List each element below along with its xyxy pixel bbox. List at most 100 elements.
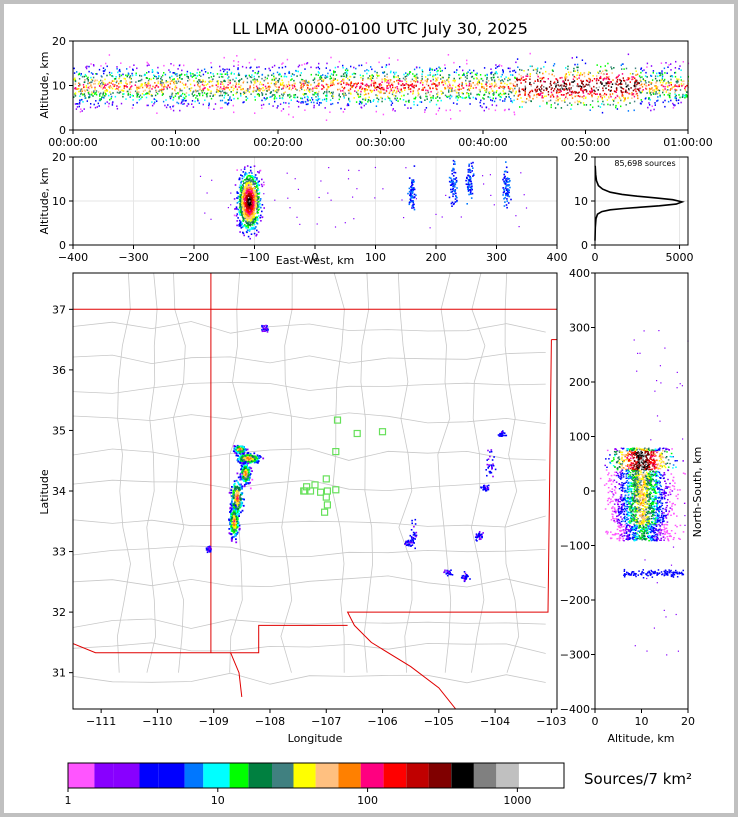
density-cell <box>249 455 252 458</box>
density-cell <box>174 73 177 76</box>
density-cell <box>563 94 565 96</box>
density-cell <box>309 91 311 93</box>
density-cell <box>419 95 422 98</box>
density-cell <box>470 197 473 199</box>
density-cell <box>235 92 237 95</box>
density-cell <box>260 183 263 186</box>
density-cell <box>307 84 309 87</box>
density-cell <box>186 70 189 73</box>
ytick-label: 10 <box>52 195 66 208</box>
density-cell <box>465 84 468 87</box>
density-cell <box>319 102 321 104</box>
density-cell <box>216 86 218 88</box>
density-cell <box>312 87 314 90</box>
density-cell <box>580 72 582 74</box>
density-cell <box>286 85 289 88</box>
density-cell <box>628 85 630 87</box>
density-cell <box>243 92 246 94</box>
density-cell <box>217 89 220 92</box>
density-cell <box>253 86 255 89</box>
density-cell <box>254 176 256 179</box>
density-cell <box>536 85 539 88</box>
density-cell <box>243 210 245 213</box>
density-cell <box>543 66 545 68</box>
altitude-east-west-density <box>199 159 528 240</box>
density-cell <box>576 83 579 85</box>
density-cell <box>415 96 417 99</box>
density-cell <box>672 102 674 105</box>
density-cell <box>315 73 317 76</box>
density-cell <box>641 76 643 78</box>
density-cell <box>194 100 196 103</box>
density-cell <box>572 81 575 83</box>
density-cell <box>258 95 260 97</box>
density-cell <box>549 99 552 102</box>
density-cell <box>452 185 454 187</box>
density-cell <box>296 96 299 99</box>
density-cell <box>521 100 523 103</box>
density-cell <box>580 79 582 82</box>
density-cell <box>241 222 243 225</box>
density-cell <box>74 92 77 94</box>
density-cell <box>147 84 149 86</box>
density-cell <box>439 70 442 72</box>
density-cell <box>301 79 304 81</box>
density-cell <box>578 74 581 77</box>
density-cell <box>215 84 217 86</box>
density-cell <box>540 90 542 93</box>
density-cell <box>623 80 626 82</box>
density-cell <box>570 108 572 110</box>
density-cell <box>279 84 282 86</box>
density-cell <box>178 74 181 77</box>
density-cell <box>541 92 543 94</box>
density-cell <box>635 79 637 81</box>
density-cell <box>171 94 173 96</box>
state-line <box>230 652 243 697</box>
density-cell <box>641 86 644 88</box>
density-cell <box>395 76 397 78</box>
density-cell <box>414 97 416 100</box>
density-cell <box>452 182 454 185</box>
density-cell <box>111 72 113 74</box>
density-cell <box>318 82 320 85</box>
density-cell <box>393 94 395 97</box>
density-cell <box>412 188 415 191</box>
density-cell <box>413 68 416 71</box>
density-cell <box>94 86 96 89</box>
density-cell <box>242 232 245 235</box>
density-cell <box>456 199 458 202</box>
density-cell <box>432 87 434 90</box>
density-cell <box>443 81 445 84</box>
density-cell <box>213 75 215 77</box>
xtick-label: 0 <box>592 251 599 264</box>
density-cell <box>203 87 205 90</box>
density-cell <box>329 99 332 101</box>
density-cell <box>625 83 627 85</box>
density-cell <box>259 170 261 172</box>
density-cell <box>518 87 520 89</box>
density-cell <box>252 194 255 196</box>
density-cell <box>450 179 453 181</box>
density-cell <box>125 85 127 87</box>
density-cell <box>583 86 585 88</box>
density-cell <box>247 226 250 229</box>
density-cell <box>456 69 458 71</box>
density-cell <box>326 75 328 78</box>
density-cell <box>163 64 165 67</box>
density-cell <box>591 95 593 98</box>
density-cell <box>432 75 434 78</box>
density-cell <box>511 74 514 76</box>
density-cell <box>397 90 400 92</box>
density-cell <box>183 87 186 89</box>
density-cell <box>656 100 658 102</box>
density-cell <box>563 88 566 90</box>
density-cell <box>524 94 526 96</box>
density-cell <box>251 192 254 194</box>
density-cell <box>607 103 609 106</box>
density-cell <box>436 94 439 96</box>
density-cell <box>191 100 194 102</box>
density-cell <box>595 87 598 89</box>
density-cell <box>233 87 235 90</box>
density-cell <box>505 166 508 169</box>
density-cell <box>600 77 602 79</box>
